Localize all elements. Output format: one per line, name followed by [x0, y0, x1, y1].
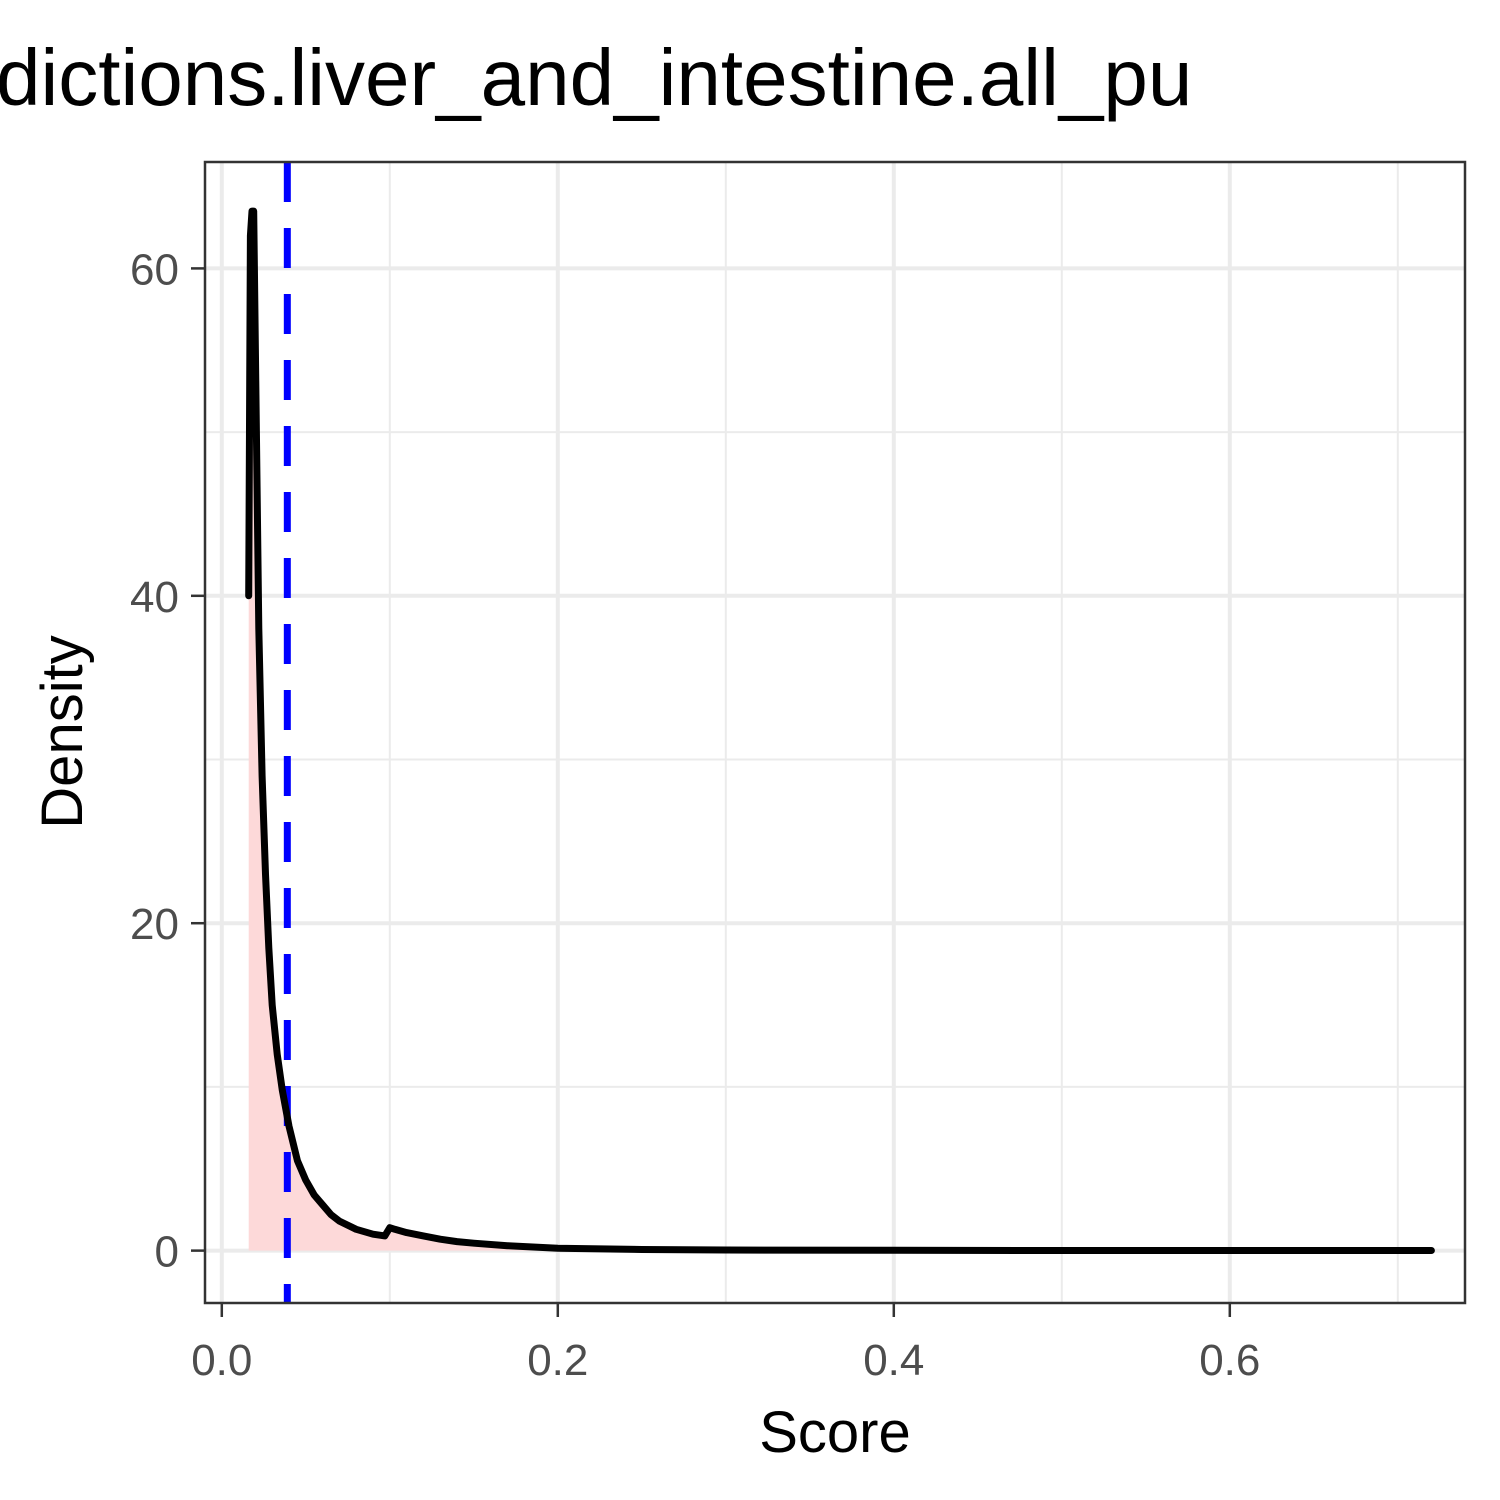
y-tick-label: 20: [130, 900, 179, 949]
tick-labels: 0.0 0.2 0.4 0.6 0 20 40 60: [130, 245, 1260, 1385]
x-tick-label: 0.4: [863, 1336, 924, 1385]
x-axis-title: Score: [759, 1400, 911, 1465]
x-tick-label: 0.0: [191, 1336, 252, 1385]
x-tick-label: 0.2: [527, 1336, 588, 1385]
y-axis-title: Density: [30, 635, 95, 828]
y-tick-label: 40: [130, 573, 179, 622]
y-tick-label: 60: [130, 245, 179, 294]
x-tick-label: 0.6: [1199, 1336, 1260, 1385]
axis-ticks: [191, 267, 1232, 1317]
panel-border: [203, 160, 1467, 1305]
curve-layer: [245, 207, 1435, 1254]
density-curve: [245, 207, 1435, 1254]
y-tick-label: 0: [155, 1228, 179, 1277]
grid: [205, 162, 1465, 1303]
chart-title: dictions.liver_and_intestine.all_pu: [0, 33, 1192, 122]
